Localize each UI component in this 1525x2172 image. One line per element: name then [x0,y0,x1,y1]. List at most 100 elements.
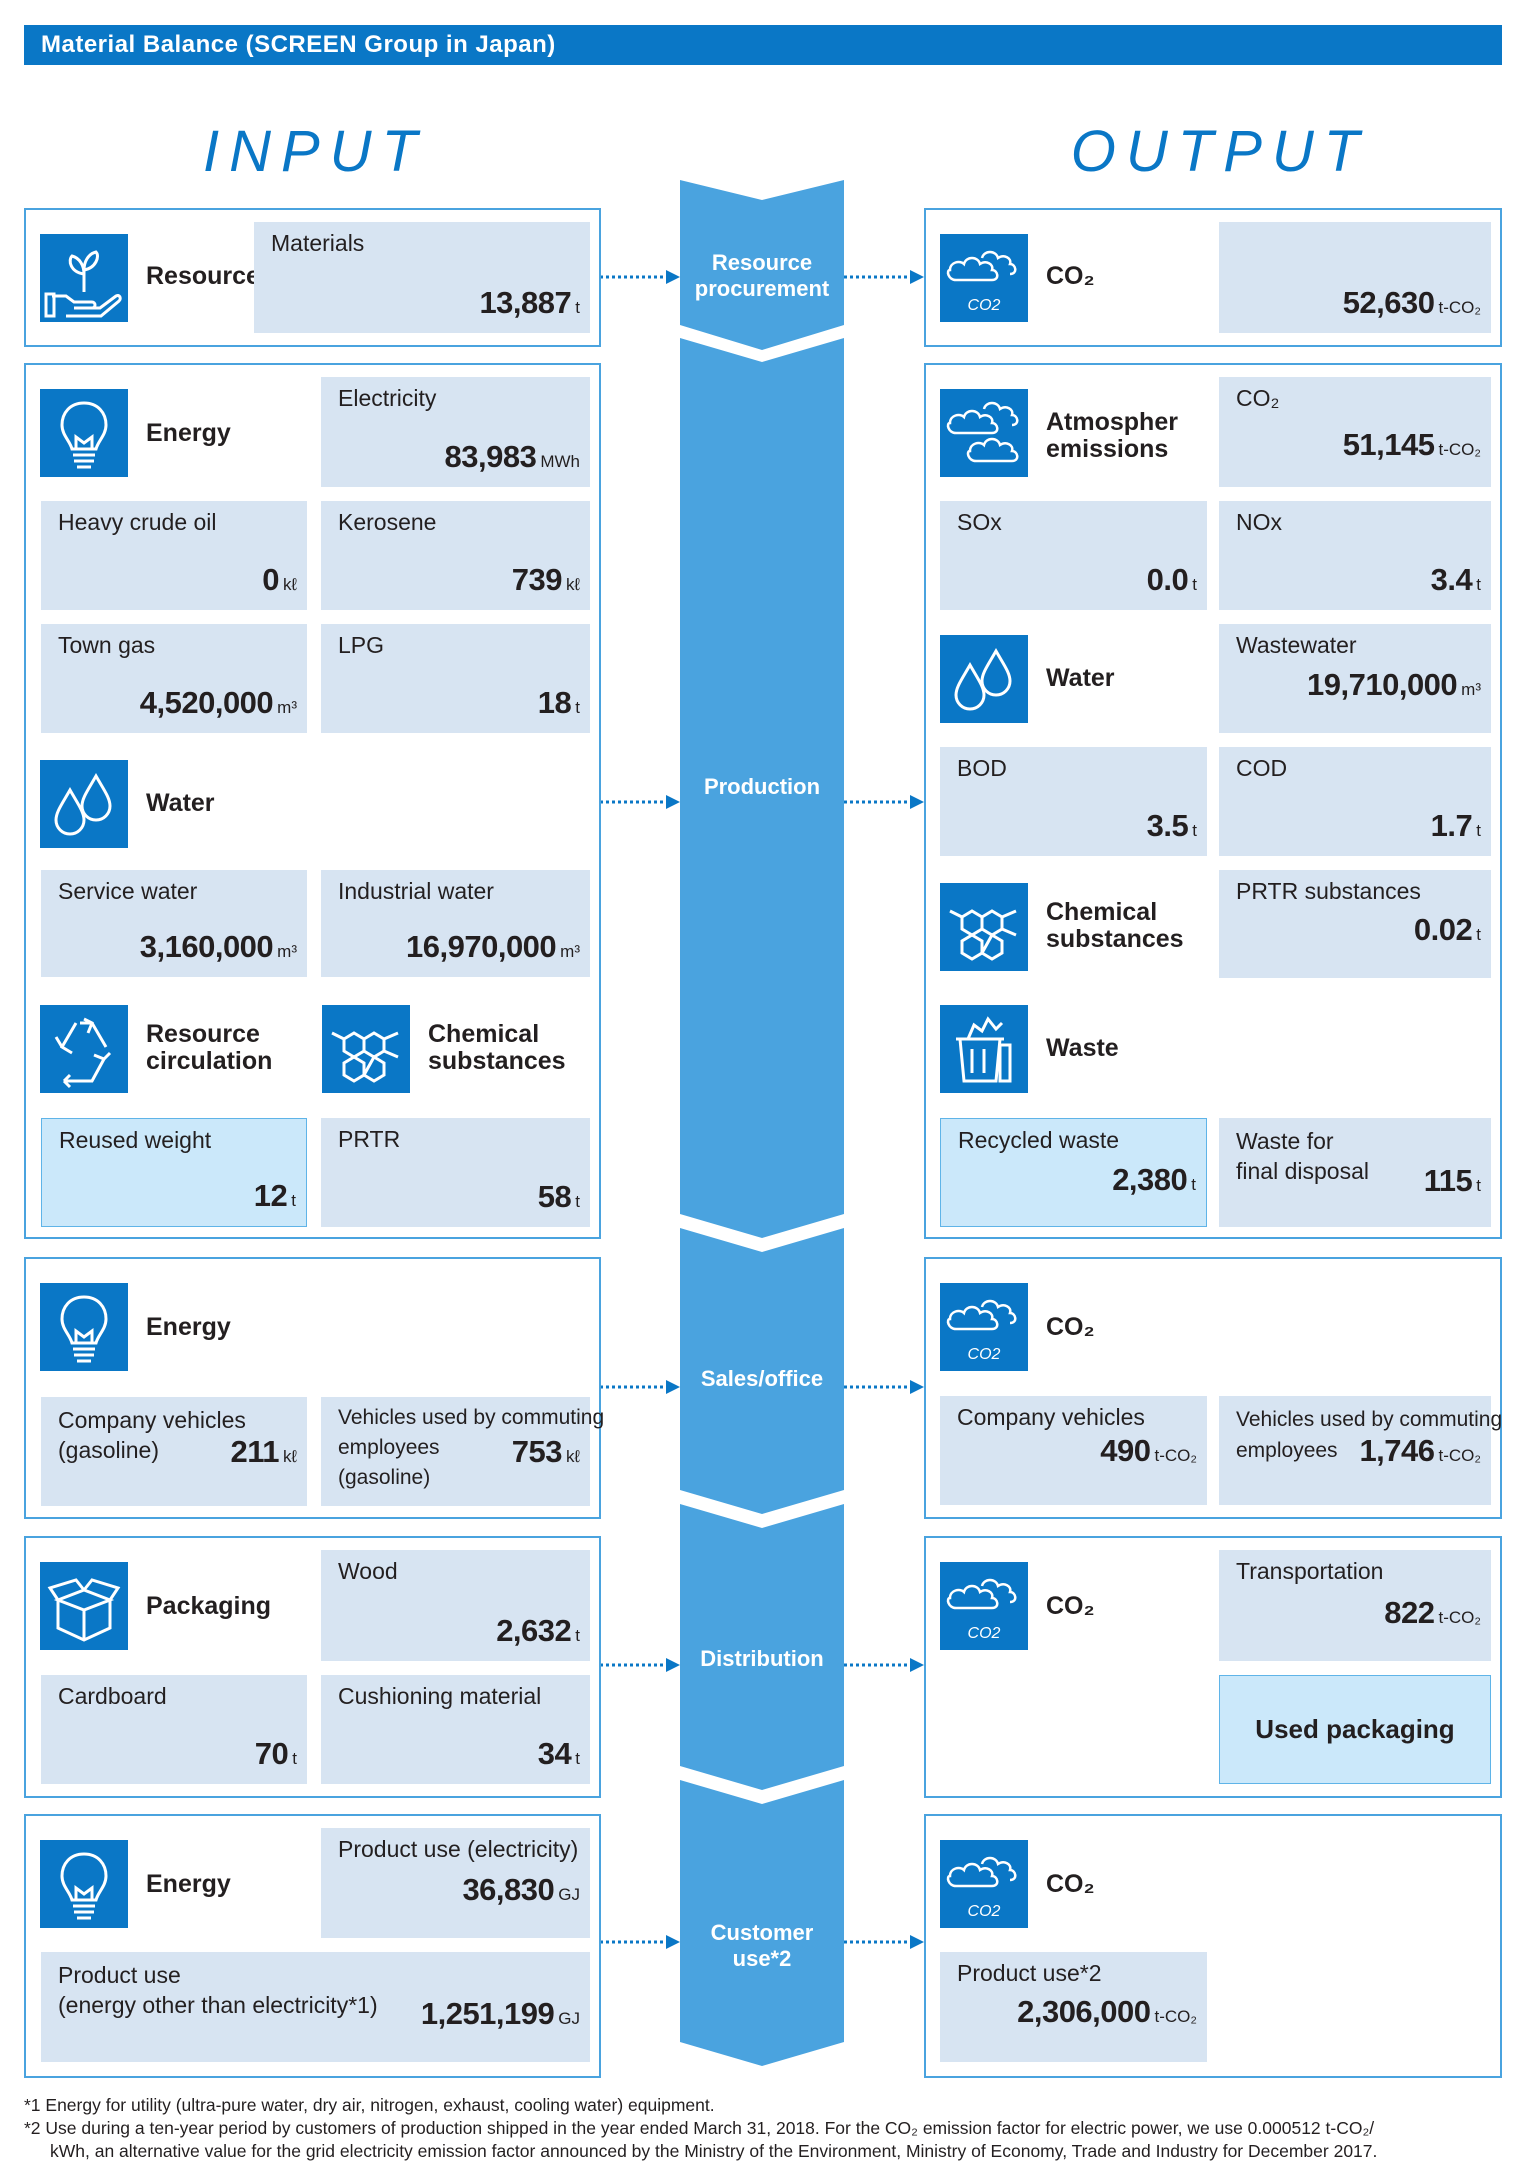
label-line1: Waste for [1236,1128,1334,1154]
cardboard-unit: t [292,1749,297,1768]
commuting-vehicles-value: 753 [511,1434,563,1469]
input-production-panel: Energy Electricity 83,983 MWh Heavy crude… [24,363,601,1239]
label-line3: (gasoline) [338,1466,431,1489]
stage-production: Production [680,338,844,1238]
commuting-co2-label: Vehicles used by commuting employees [1236,1404,1502,1466]
label-line2: substances [1046,925,1184,953]
flow-arrow-icon [600,270,680,284]
service-water-box: Service water 3,160,000 m³ [41,870,307,977]
product-electricity-unit: GJ [558,1885,580,1904]
label-line2: final disposal [1236,1158,1369,1184]
town-gas-value: 4,520,000 [139,685,274,720]
co2-cloud-icon: CO2 [940,1562,1028,1650]
flow-arrow-icon [844,1935,924,1949]
final-disposal-unit: t [1476,1176,1481,1195]
water-drops-icon [940,635,1028,723]
reused-weight-label: Reused weight [59,1127,212,1153]
flow-arrow-icon [600,795,680,809]
final-disposal-label: Waste for final disposal [1236,1126,1369,1186]
label-line1: Product use [58,1962,181,1988]
chemical-substances-label: Chemical substances [428,1021,566,1075]
lpg-value: 18 [537,685,572,720]
section-title: Material Balance (SCREEN Group in Japan) [41,31,556,58]
service-water-unit: m³ [277,942,297,961]
cushioning-label: Cushioning material [338,1683,542,1709]
cushioning-value: 34 [537,1736,572,1771]
lpg-label: LPG [338,632,385,658]
wastewater-unit: m³ [1461,680,1481,699]
label-line1: Atmospher [1046,408,1178,436]
co2-label: CO₂ [1046,1313,1095,1341]
label-line2: emissions [1046,435,1169,463]
atmo-co2-label: CO₂ [1236,385,1280,411]
company-vehicles-unit: kℓ [283,1447,297,1466]
flow-arrow-icon [600,1380,680,1394]
lpg-unit: t [575,698,580,717]
product-use-co2-unit: t-CO₂ [1154,2007,1197,2026]
cod-unit: t [1476,821,1481,840]
product-use-co2-box: Product use*2 2,306,000 t-CO₂ [940,1952,1207,2062]
bod-label: BOD [957,755,1007,781]
stage-label: Sales/office [700,1366,824,1391]
co2-label: CO₂ [1046,1592,1095,1620]
electricity-value: 83,983 [444,439,537,474]
service-water-label: Service water [58,878,198,904]
water-label: Water [146,789,215,817]
prtr-substances-value: 0.02 [1413,912,1473,947]
co2-icon-text: CO2 [968,1625,1001,1642]
flow-arrow-icon [844,1658,924,1672]
sox-box: SOx 0.0 t [940,501,1207,610]
waste-bin-icon [940,1005,1028,1093]
nox-value: 3.4 [1430,562,1473,597]
packaging-label: Packaging [146,1592,272,1620]
label-line1: Vehicles used by commuting [1236,1408,1503,1431]
product-electricity-value: 36,830 [462,1872,555,1907]
label-line2: (energy other than electricity*1) [58,1992,378,2018]
company-vehicles-co2-box: Company vehicles 490 t-CO₂ [940,1396,1207,1505]
wood-label: Wood [338,1558,398,1584]
input-resources-panel: Resources Materials 13,887 t [24,208,601,347]
industrial-water-box: Industrial water 16,970,000 m³ [321,870,590,977]
commuting-co2-box: Vehicles used by commuting employees 1,7… [1219,1396,1502,1505]
co2-icon-text: CO2 [968,1346,1001,1363]
commuting-co2-unit: t-CO₂ [1438,1446,1481,1465]
wastewater-value: 19,710,000 [1307,667,1458,702]
chemical-substances-label: Chemical substances [1046,899,1184,953]
output-customer-panel: CO2 CO₂ Product use*2 2,306,000 t-CO₂ [924,1814,1502,2078]
cushioning-box: Cushioning material 34 t [321,1675,590,1784]
nox-box: NOx 3.4 t [1219,501,1491,610]
reused-weight-value: 12 [253,1178,288,1213]
input-sales-panel: Energy Company vehicles (gasoline) 211 kℓ… [24,1257,604,1519]
stage-label-line2: use*2 [732,1946,792,1971]
cod-label: COD [1236,755,1288,781]
heavy-oil-unit: kℓ [283,575,297,594]
bod-box: BOD 3.5 t [940,747,1207,856]
lpg-box: LPG 18 t [321,624,590,733]
stage-resource-procurement: Resource procurement [680,180,844,350]
heavy-oil-value: 0 [262,562,279,597]
wood-value: 2,632 [496,1613,572,1648]
section-header: Material Balance (SCREEN Group in Japan) [24,25,1502,65]
recycled-waste-value: 2,380 [1112,1162,1188,1197]
co2-resource-value: 52,630 [1342,285,1435,320]
prtr-box: PRTR 58 t [321,1118,590,1227]
flow-arrow-icon [844,795,924,809]
company-vehicles-label: Company vehicles (gasoline) [58,1405,246,1465]
cardboard-label: Cardboard [58,1683,167,1709]
chemical-structure-icon [322,1005,410,1093]
output-distribution-panel: CO2 CO₂ Transportation 822 t-CO₂ Used pac… [924,1536,1502,1798]
clouds-icon [940,389,1028,477]
prtr-value: 58 [537,1179,572,1214]
label-line2: (gasoline) [58,1437,159,1463]
water-label: Water [1046,664,1115,692]
company-vehicles-box: Company vehicles (gasoline) 211 kℓ [41,1397,307,1506]
product-other-unit: GJ [558,2009,580,2028]
electricity-box: Electricity 83,983 MWh [321,377,590,487]
footnote-2-continued: kWh, an alternative value for the grid e… [50,2141,1378,2161]
cardboard-box: Cardboard 70 t [41,1675,307,1784]
stage-label: Production [703,774,821,799]
stage-distribution: Distribution [680,1504,844,1790]
label-line1: Resource [146,1020,260,1048]
label-line1: Chemical [1046,898,1158,926]
label-line2: employees [1236,1439,1338,1462]
